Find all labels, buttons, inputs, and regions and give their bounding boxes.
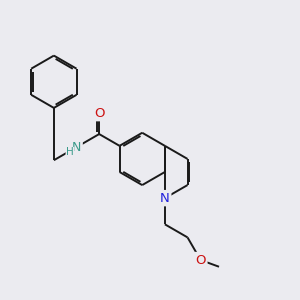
Text: N: N xyxy=(72,141,81,154)
Text: N: N xyxy=(160,192,170,205)
Text: O: O xyxy=(195,254,206,266)
Text: O: O xyxy=(94,106,104,120)
Text: H: H xyxy=(66,148,74,158)
